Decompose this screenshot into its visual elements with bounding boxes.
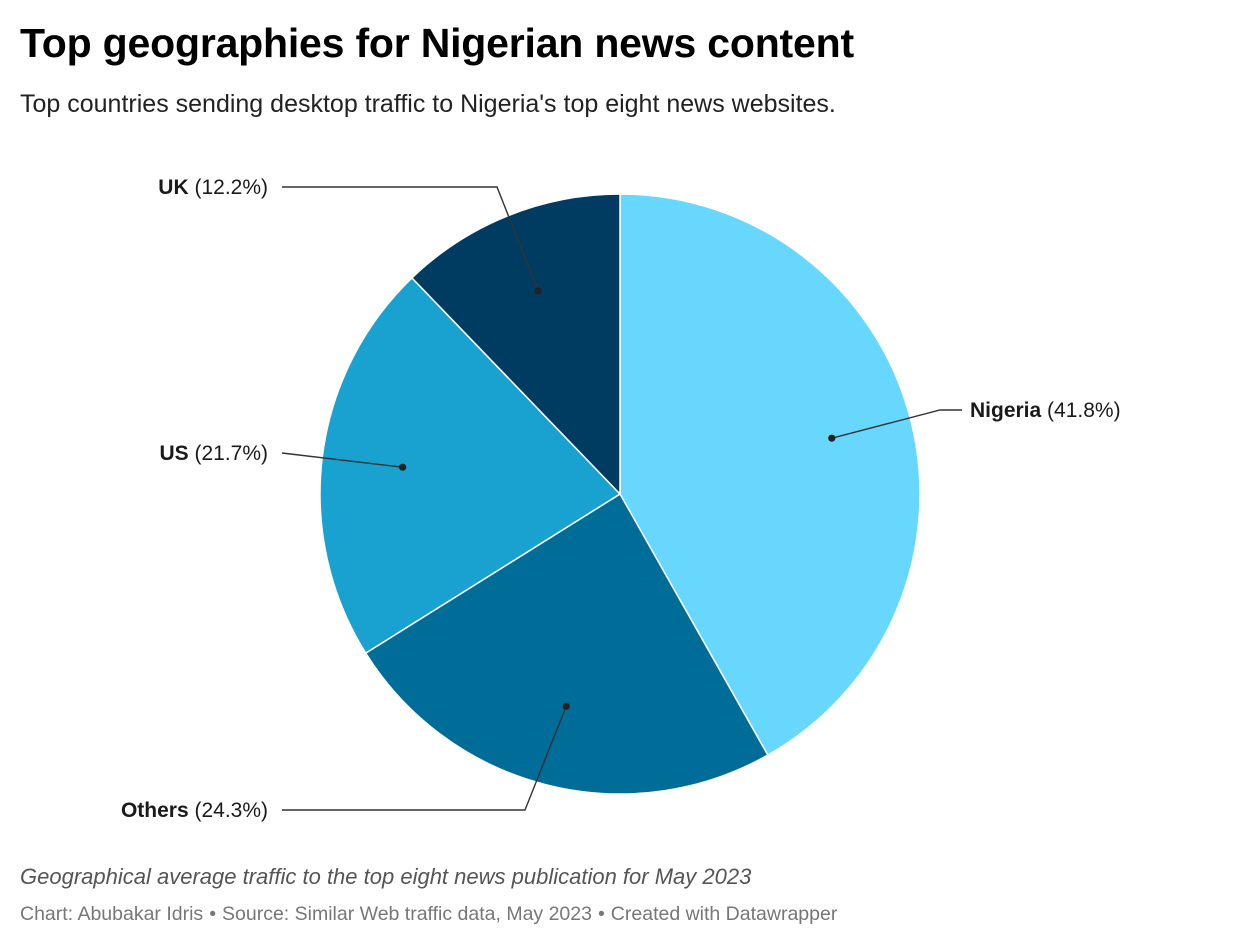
slice-label-name: Others: [121, 799, 195, 822]
slice-label-value: (24.3%): [194, 799, 268, 822]
pie-slice-others: [364, 492, 769, 795]
slice-label-name: UK: [158, 176, 194, 199]
anchor-dot-nigeria: [828, 434, 836, 442]
chart-credit: Chart: Abubakar Idris: [20, 903, 204, 925]
source-text: Source: Similar Web traffic data, May 20…: [222, 903, 592, 925]
footer-separator: •: [209, 903, 217, 925]
leader-line-us: [281, 452, 403, 468]
chart-footer: Chart: Abubakar Idris • Source: Similar We…: [20, 903, 837, 926]
pie-slices: [319, 193, 921, 795]
footer-separator: •: [597, 903, 605, 925]
slice-label-us: US (21.7%): [159, 442, 268, 465]
slice-label-others: Others (24.3%): [121, 799, 268, 822]
anchor-dot-others: [562, 702, 570, 710]
slice-label-value: (21.7%): [194, 442, 268, 465]
leader-line-uk: [282, 186, 539, 292]
label-leader-lines: [281, 186, 962, 811]
chart-notes: Geographical average traffic to the top …: [20, 864, 752, 889]
slice-label-nigeria: Nigeria (41.8%): [970, 399, 1121, 422]
pie-chart: Nigeria (41.8%)Others (24.3%)US (21.7%)U…: [121, 176, 1121, 822]
slice-label-name: Nigeria: [970, 399, 1047, 422]
anchor-dot-us: [399, 463, 407, 471]
slice-label-value: (41.8%): [1047, 399, 1121, 422]
created-with-text: Created with Datawrapper: [610, 903, 838, 925]
leader-line-nigeria: [831, 409, 962, 439]
chart-title: Top geographies for Nigerian news conten…: [20, 20, 854, 66]
slice-labels: Nigeria (41.8%)Others (24.3%)US (21.7%)U…: [121, 176, 1121, 822]
slice-label-name: US: [159, 442, 194, 465]
anchor-dot-uk: [534, 287, 542, 295]
leader-line-others: [282, 706, 567, 811]
chart-subtitle: Top countries sending desktop traffic to…: [20, 90, 836, 118]
slice-label-value: (12.2%): [194, 176, 268, 199]
slice-label-uk: UK (12.2%): [158, 176, 268, 199]
